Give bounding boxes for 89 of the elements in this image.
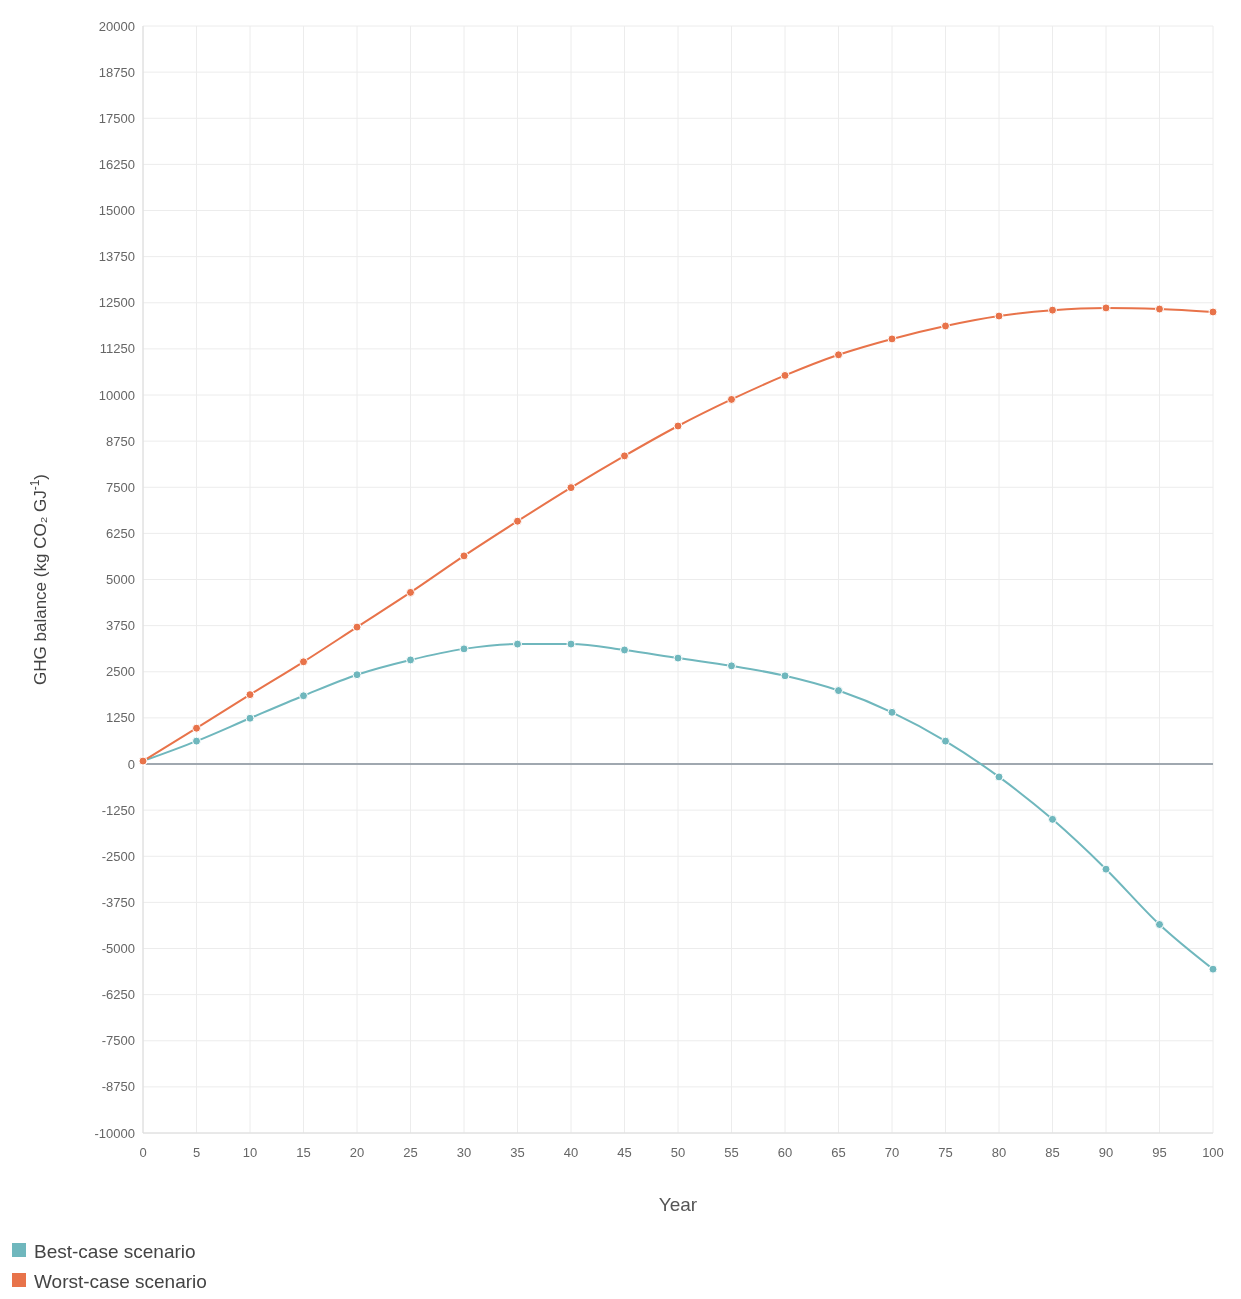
point xyxy=(566,483,576,493)
x-tick-label: 75 xyxy=(938,1145,953,1160)
legend-label: Worst-case scenario xyxy=(34,1270,207,1292)
point xyxy=(459,644,469,654)
x-tick-label: 90 xyxy=(1098,1145,1114,1160)
y-tick-label: 1250 xyxy=(106,710,135,726)
point xyxy=(994,772,1004,782)
y-tick-label: 20000 xyxy=(98,18,135,34)
point xyxy=(245,713,255,723)
y-tick-label: 18750 xyxy=(98,64,135,80)
y-tick-label: 17500 xyxy=(98,110,135,126)
point xyxy=(1101,303,1111,313)
point xyxy=(941,321,950,331)
y-tick-label: 0 xyxy=(127,756,135,772)
point xyxy=(1155,304,1164,314)
point xyxy=(1208,964,1218,974)
y-tick-label: -6250 xyxy=(101,987,135,1003)
y-tick-label: 15000 xyxy=(98,203,135,219)
point xyxy=(245,690,255,700)
point xyxy=(513,516,522,526)
point xyxy=(192,723,201,733)
point xyxy=(887,707,897,717)
point xyxy=(780,370,790,380)
x-tick-label: 95 xyxy=(1152,1145,1167,1160)
x-tick-label: 85 xyxy=(1045,1145,1060,1160)
y-tick-label: 12500 xyxy=(98,295,135,311)
y-tick-label: 8750 xyxy=(106,433,135,449)
x-tick-label: 80 xyxy=(991,1145,1007,1160)
x-tick-label: 20 xyxy=(349,1145,365,1160)
point xyxy=(459,551,469,561)
y-tick-label: 16250 xyxy=(98,156,135,172)
x-axis-title: Year xyxy=(658,1194,698,1215)
y-tick-label: 6250 xyxy=(106,525,135,541)
point xyxy=(780,671,790,681)
point xyxy=(352,670,362,680)
point xyxy=(620,645,629,655)
point xyxy=(1155,920,1164,930)
point xyxy=(727,394,736,404)
y-tick-label: 2500 xyxy=(106,664,135,680)
point xyxy=(834,350,843,360)
point xyxy=(1048,814,1057,824)
point xyxy=(299,691,308,701)
y-tick-label: 5000 xyxy=(106,572,135,588)
point xyxy=(887,334,897,344)
x-tick-label: 25 xyxy=(403,1145,418,1160)
x-tick-label: 15 xyxy=(296,1145,311,1160)
point xyxy=(352,622,362,632)
point xyxy=(727,661,736,671)
point xyxy=(566,639,576,649)
point xyxy=(673,421,683,431)
point xyxy=(941,736,950,746)
y-tick-label: -8750 xyxy=(101,1079,135,1095)
y-tick-label: 13750 xyxy=(98,249,135,265)
point xyxy=(1101,864,1111,874)
point xyxy=(406,587,415,597)
y-tick-label: 3750 xyxy=(106,618,135,634)
y-tick-label: -5000 xyxy=(101,941,135,957)
point xyxy=(1048,305,1057,315)
y-tick-label: 7500 xyxy=(106,479,135,495)
x-tick-label: 60 xyxy=(777,1145,793,1160)
x-tick-label: 30 xyxy=(456,1145,472,1160)
y-tick-label: -2500 xyxy=(101,848,135,864)
point xyxy=(513,639,522,649)
point xyxy=(1208,307,1218,317)
x-tick-label: 55 xyxy=(724,1145,739,1160)
y-tick-label: -10000 xyxy=(94,1125,135,1141)
point xyxy=(620,451,629,461)
x-tick-label: 5 xyxy=(192,1145,201,1160)
point xyxy=(834,686,843,696)
point xyxy=(406,655,415,665)
y-tick-label: 10000 xyxy=(98,387,135,403)
point xyxy=(299,657,308,667)
x-tick-label: 40 xyxy=(563,1145,579,1160)
y-tick-label: -3750 xyxy=(101,894,135,910)
x-tick-label: 0 xyxy=(139,1145,147,1160)
y-tick-label: -1250 xyxy=(101,802,135,818)
point xyxy=(673,653,683,663)
x-tick-label: 100 xyxy=(1202,1145,1224,1160)
legend-label: Best-case scenario xyxy=(34,1240,196,1262)
x-tick-label: 50 xyxy=(670,1145,686,1160)
y-tick-label: 11250 xyxy=(99,341,135,357)
point xyxy=(994,311,1004,321)
x-tick-label: 70 xyxy=(884,1145,900,1160)
x-tick-label: 45 xyxy=(617,1145,632,1160)
x-tick-label: 10 xyxy=(242,1145,258,1160)
x-tick-label: 35 xyxy=(510,1145,525,1160)
y-tick-label: -7500 xyxy=(101,1033,135,1049)
x-tick-label: 65 xyxy=(831,1145,846,1160)
point xyxy=(192,736,201,746)
